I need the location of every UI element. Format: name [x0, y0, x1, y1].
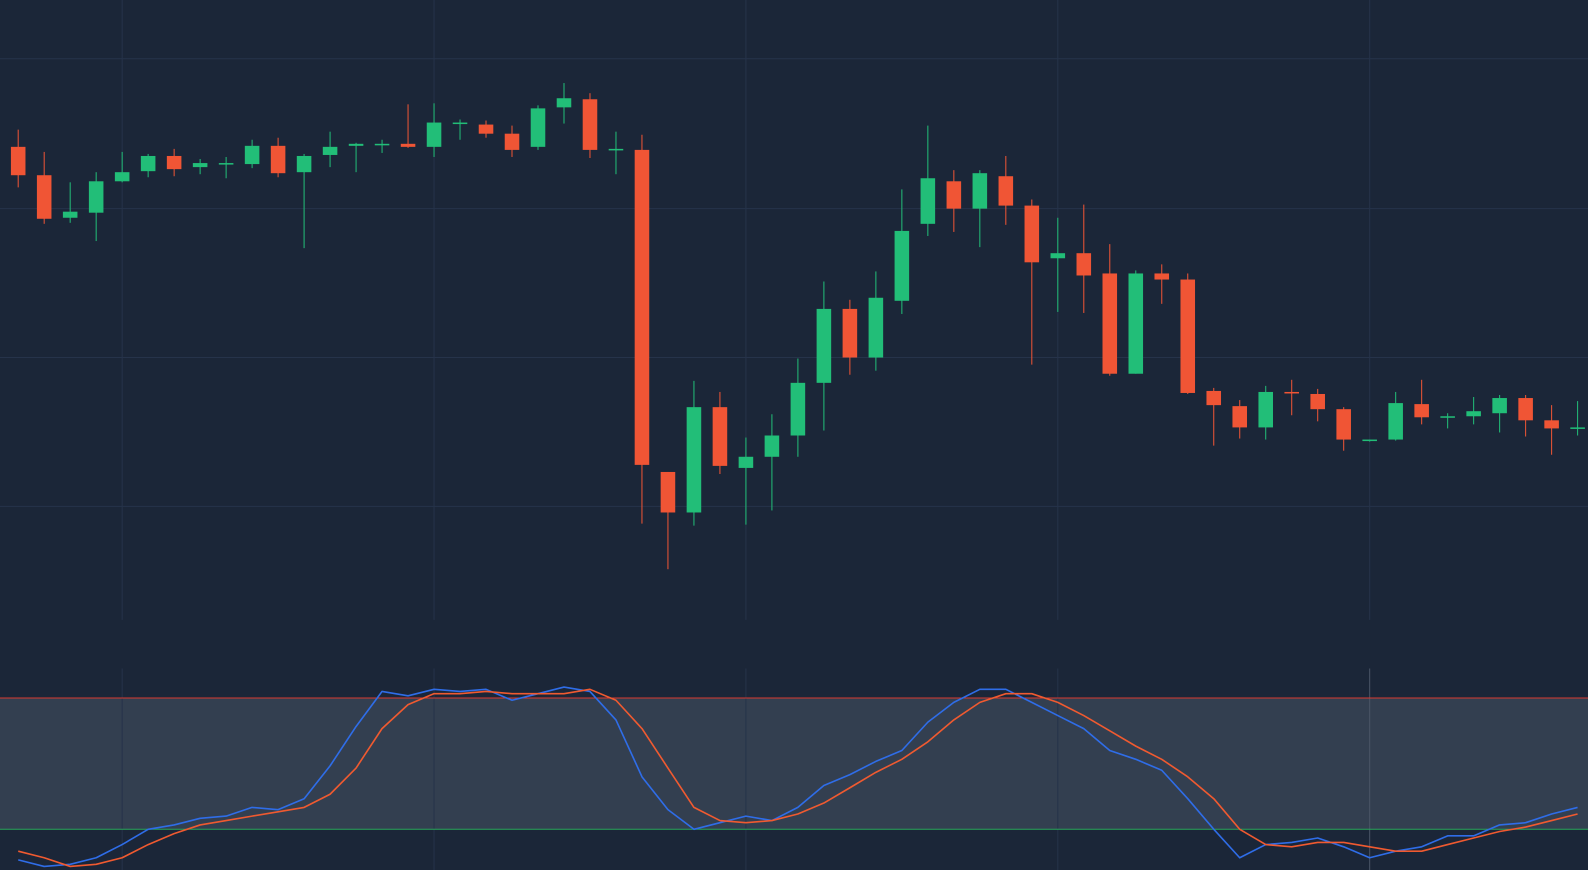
stoch-line — [18, 686, 1578, 868]
candle-body — [296, 155, 312, 173]
candle-body — [1570, 427, 1585, 429]
candle-body — [530, 108, 546, 147]
candle-body — [1388, 403, 1403, 440]
candle-body — [816, 308, 832, 383]
candle-body — [1414, 404, 1429, 418]
candle-body — [660, 471, 676, 513]
candle-body — [712, 407, 728, 466]
candle-body — [1544, 420, 1559, 429]
candle-body — [166, 155, 182, 170]
candle-body — [582, 99, 598, 150]
candle-body — [1518, 398, 1533, 421]
candle-body — [608, 148, 624, 151]
candle-body — [270, 145, 286, 174]
candle-body — [1180, 279, 1196, 393]
candle-body — [634, 149, 650, 465]
candle-body — [504, 133, 520, 150]
candle-body — [478, 124, 494, 134]
candle-body — [1310, 393, 1325, 410]
candle-body — [1232, 406, 1248, 428]
candle-body — [868, 297, 884, 358]
candle-body — [1284, 391, 1299, 394]
candle-body — [62, 211, 78, 218]
candle-body — [218, 163, 234, 165]
candle-body — [686, 407, 702, 513]
candle-body — [1492, 398, 1507, 414]
candle-body — [36, 175, 52, 219]
candle-body — [10, 146, 26, 176]
candle-body — [894, 230, 910, 301]
candle-body — [946, 181, 962, 209]
candle-body — [322, 146, 338, 155]
candle-body — [1258, 391, 1273, 428]
candle-body — [88, 181, 104, 213]
candle-body — [140, 155, 156, 172]
candle-body — [1102, 273, 1118, 374]
candle-body — [348, 143, 364, 146]
candle-body — [764, 435, 780, 457]
candle-body — [556, 98, 572, 108]
level-band — [0, 698, 1588, 830]
candle-body — [1206, 390, 1222, 406]
candle-body — [1336, 409, 1351, 440]
candle-body — [1440, 416, 1455, 418]
stoch-line — [18, 688, 1578, 868]
candle-body — [400, 143, 416, 147]
candle-body — [1076, 253, 1092, 276]
candle-body — [1050, 253, 1066, 259]
candle-body — [1024, 205, 1040, 263]
candle-body — [452, 122, 468, 125]
candle-body — [1362, 439, 1377, 442]
candle-body — [244, 145, 260, 165]
candle-body — [842, 308, 858, 358]
candle-body — [374, 143, 390, 146]
candle-body — [1154, 273, 1170, 280]
candle-body — [426, 122, 442, 147]
candle-body — [972, 173, 988, 209]
candle-body — [114, 172, 130, 182]
candle-body — [192, 163, 208, 168]
candle-body — [920, 178, 936, 224]
candle-body — [998, 176, 1014, 206]
candle-body — [1466, 411, 1481, 417]
candle-body — [738, 456, 754, 468]
candle-body — [790, 382, 806, 436]
candle-body — [1128, 273, 1144, 374]
